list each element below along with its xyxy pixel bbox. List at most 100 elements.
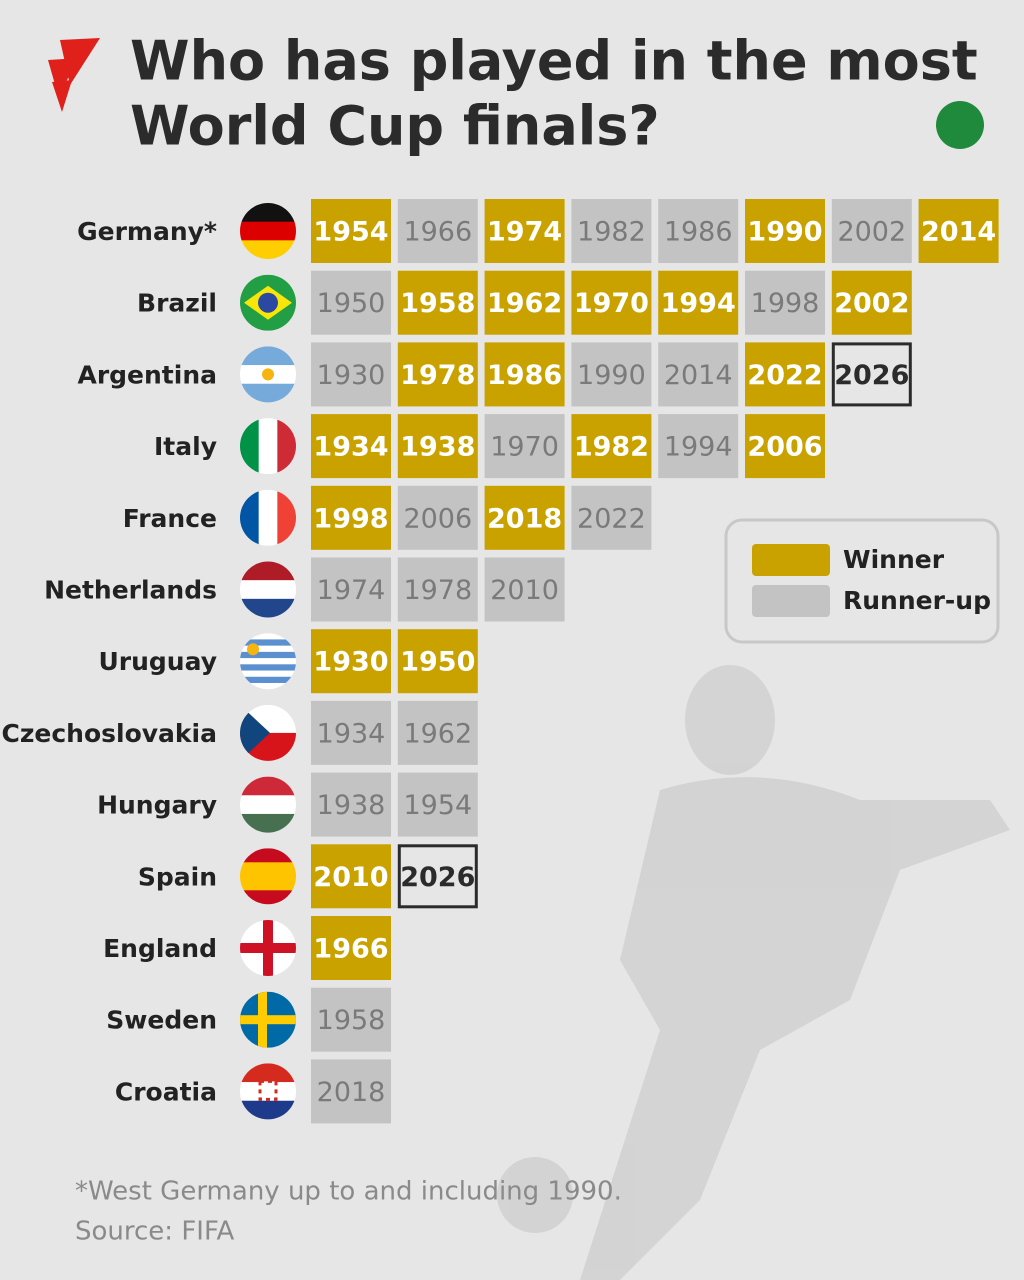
- final-year: 2010: [313, 862, 388, 893]
- legend-label: Winner: [843, 545, 945, 574]
- title: World Cup finals?: [130, 95, 660, 158]
- flag-part: [240, 1100, 296, 1120]
- final-cell: [484, 270, 565, 335]
- flag-part: [240, 383, 296, 403]
- flag-part: [277, 418, 296, 475]
- final-year: 1982: [574, 432, 649, 463]
- country-label: France: [123, 504, 217, 533]
- final-year: 1974: [487, 217, 562, 248]
- final-cell: [397, 414, 478, 479]
- flag-part: [240, 704, 270, 761]
- final-year: 1986: [664, 217, 733, 248]
- final-year: 1982: [577, 217, 646, 248]
- flag: [240, 920, 296, 976]
- final-year: 1970: [490, 432, 559, 463]
- final-cell: [397, 844, 478, 909]
- final-year: 1930: [313, 647, 388, 678]
- flag: [240, 489, 296, 546]
- final-cell: [571, 199, 652, 263]
- country-label: Croatia: [115, 1077, 217, 1106]
- final-cell: [397, 772, 478, 837]
- final-cell: [831, 270, 912, 335]
- final-cell: [831, 342, 912, 407]
- final-year: 1962: [403, 718, 472, 749]
- final-year: 1990: [577, 360, 646, 391]
- final-year: 1974: [317, 575, 386, 606]
- final-year: 2026: [400, 862, 475, 893]
- final-year: 1950: [400, 647, 475, 678]
- flag: [240, 991, 296, 1048]
- flag: [240, 418, 296, 475]
- final-year: 2014: [664, 360, 733, 391]
- country-label: Uruguay: [98, 647, 217, 676]
- flag-part: [240, 670, 296, 678]
- flag: [240, 776, 296, 833]
- flag-part: [258, 1079, 278, 1101]
- flag: [240, 274, 296, 331]
- flag-part: [277, 489, 296, 546]
- final-cell: [311, 342, 391, 407]
- flag-part: [240, 221, 296, 241]
- final-cell: [311, 1059, 391, 1124]
- final-cell: [311, 199, 391, 263]
- title: Who has played in the most: [130, 30, 978, 93]
- flag-part: [240, 813, 296, 833]
- final-year: 1950: [317, 288, 386, 319]
- final-cell: [311, 772, 391, 837]
- flag-part: [240, 943, 296, 953]
- final-cell: [484, 557, 565, 622]
- flag: [240, 633, 296, 690]
- final-year: 2010: [490, 575, 559, 606]
- final-cell: [311, 700, 391, 765]
- legend-box: [724, 518, 1000, 644]
- final-cell: [658, 414, 739, 479]
- footnote: *West Germany up to and including 1990.: [75, 1177, 622, 1207]
- final-cell: [397, 342, 478, 407]
- final-cell: [311, 844, 391, 909]
- country-label: Hungary: [97, 791, 217, 820]
- final-cell: [484, 414, 565, 479]
- final-cell: [745, 199, 825, 263]
- flag-part: [240, 651, 296, 659]
- final-year: 2014: [921, 217, 996, 248]
- final-year: 1930: [317, 360, 386, 391]
- player-silhouette: [497, 665, 1010, 1280]
- final-cell: [571, 342, 652, 407]
- flag-part: [247, 643, 259, 656]
- final-year: 1954: [313, 217, 388, 248]
- country-label: Netherlands: [44, 576, 217, 605]
- final-year: 2022: [747, 360, 822, 391]
- country-label: Czechoslovakia: [1, 719, 217, 748]
- final-year: 1998: [751, 288, 820, 319]
- final-cell: [311, 414, 391, 479]
- final-year: 1986: [487, 360, 562, 391]
- country-label: Brazil: [137, 289, 217, 318]
- final-cell: [311, 485, 391, 550]
- final-year: 1978: [403, 575, 472, 606]
- final-year: 2002: [837, 217, 906, 248]
- final-cell: [397, 485, 478, 550]
- final-year: 1994: [664, 432, 733, 463]
- final-cell: [397, 700, 478, 765]
- flag: [240, 203, 296, 259]
- country-label: Sweden: [106, 1006, 217, 1035]
- final-cell: [484, 342, 565, 407]
- flag-part: [240, 203, 296, 223]
- final-cell: [311, 270, 391, 335]
- final-year: 2006: [747, 432, 822, 463]
- final-cell: [311, 987, 391, 1052]
- logo: [48, 38, 100, 112]
- final-cell: [397, 557, 478, 622]
- final-cell: [311, 916, 391, 980]
- final-cell: [484, 199, 565, 263]
- final-year: 2018: [317, 1077, 386, 1108]
- final-cell: [311, 557, 391, 622]
- final-year: 2002: [834, 288, 909, 319]
- flag-part: [258, 292, 278, 313]
- flag-part: [258, 489, 278, 546]
- flag-part: [240, 795, 296, 815]
- flag-part: [240, 776, 296, 796]
- flag-part: [240, 561, 296, 581]
- flag-part: [240, 664, 296, 672]
